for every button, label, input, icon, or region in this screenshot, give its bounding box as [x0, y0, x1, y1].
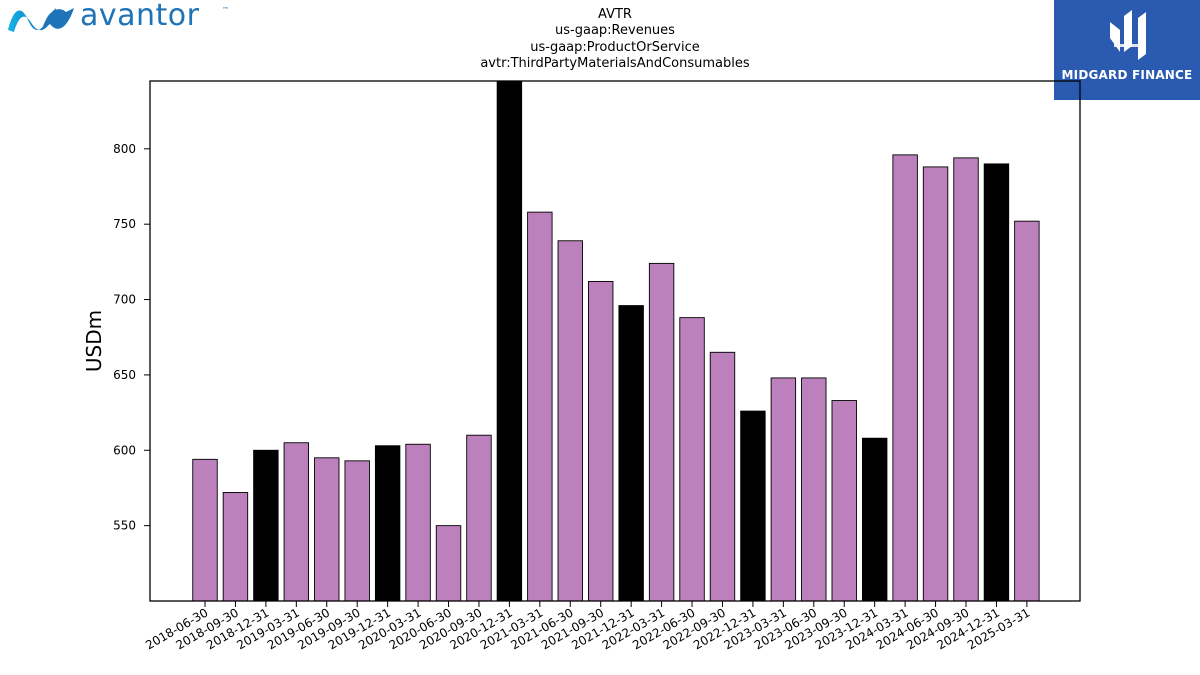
y-tick-label: 800 [113, 142, 136, 156]
y-tick-label: 700 [113, 293, 136, 307]
avantor-logo: avantor ™ [4, 0, 234, 36]
bar-2021-06-30 [557, 240, 583, 602]
x-axis-ticks: 2018-06-302018-09-302018-12-312019-03-31… [143, 601, 1032, 652]
bar-2020-06-30 [435, 525, 462, 602]
midgard-finance-logo-text: MIDGARD FINANCE [1061, 68, 1193, 82]
y-tick-label: 600 [113, 443, 136, 457]
chart-title-line-3: us-gaap:ProductOrService [530, 39, 700, 55]
bar-2024-03-31 [892, 154, 918, 602]
bar-2022-06-30 [679, 317, 705, 602]
avantor-wave-icon [8, 8, 74, 32]
bar-2022-12-31 [740, 410, 766, 602]
bar-2020-09-30 [466, 434, 492, 602]
bar-2023-06-30 [801, 377, 827, 602]
bar-2019-06-30 [314, 457, 340, 602]
bar-2023-09-30 [831, 400, 857, 602]
bar-2024-06-30 [922, 166, 949, 602]
bar-2023-12-31 [861, 437, 888, 602]
bar-2020-03-31 [405, 443, 431, 602]
bar-2021-03-31 [527, 211, 553, 602]
y-axis-ticks: 550 600 650 700 750 800 [113, 142, 150, 533]
avantor-logo-text: avantor [80, 0, 200, 33]
midgard-finance-logo: MIDGARD FINANCE [1054, 0, 1200, 100]
bar-2019-12-31 [374, 445, 401, 602]
bar-2018-12-31 [253, 449, 279, 602]
midgard-emblem-icon [1110, 10, 1146, 60]
y-tick-label: 650 [113, 368, 136, 382]
bar-2022-09-30 [709, 351, 736, 602]
bar-2019-09-30 [344, 460, 370, 602]
bar-2018-09-30 [222, 492, 249, 602]
bar-2024-12-31 [983, 163, 1010, 602]
bar-2024-09-30 [953, 157, 979, 602]
bars-group [192, 80, 1040, 602]
bar-2021-09-30 [588, 281, 614, 602]
bar-2020-12-31 [496, 80, 523, 602]
chart-title-line-2: us-gaap:Revenues [555, 23, 675, 39]
chart-title: AVTR us-gaap:Revenues us-gaap:ProductOrS… [415, 7, 815, 72]
plot-frame [149, 80, 1081, 602]
y-axis-label: USDm [82, 310, 106, 372]
chart-title-line-4: avtr:ThirdPartyMaterialsAndConsumables [480, 55, 750, 71]
chart-title-line-1: AVTR [598, 7, 632, 22]
bar-2023-03-31 [770, 377, 797, 602]
bar-2022-03-31 [648, 262, 675, 602]
bar-2018-06-30 [192, 458, 218, 602]
bar-2021-12-31 [618, 305, 644, 602]
bar-2025-03-31 [1014, 220, 1040, 602]
bar-2019-03-31 [283, 442, 310, 602]
y-tick-label: 550 [113, 519, 136, 533]
avantor-logo-tm: ™ [222, 6, 229, 14]
y-tick-label: 750 [113, 217, 136, 231]
